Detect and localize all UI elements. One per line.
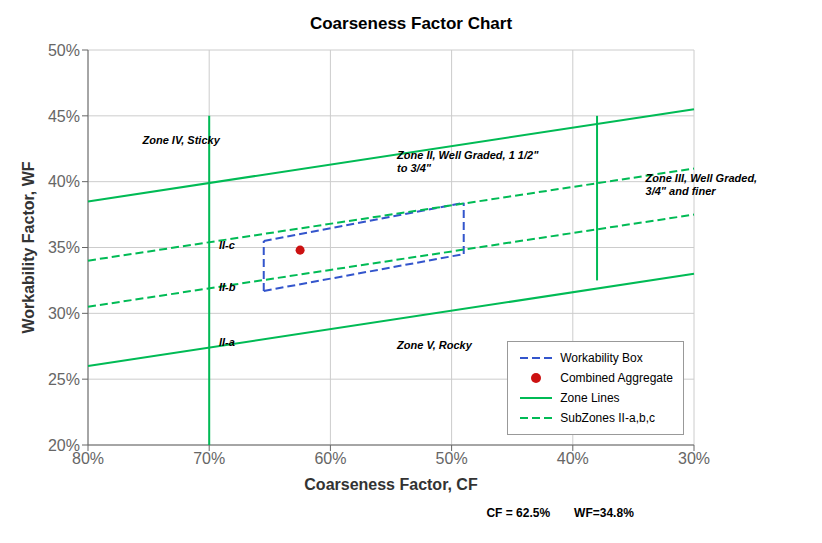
svg-text:Zone III, Well Graded,3/4" and: Zone III, Well Graded,3/4" and finer	[645, 172, 758, 197]
svg-text:Coarseness Factor, CF: Coarseness Factor, CF	[304, 476, 478, 493]
svg-text:30%: 30%	[678, 450, 710, 467]
html-text:Zone Lines: Zone Lines	[560, 391, 620, 405]
svg-text:50%: 50%	[436, 450, 468, 467]
svg-text:50%: 50%	[48, 42, 80, 59]
svg-text:35%: 35%	[48, 239, 80, 256]
html-text:CF = 62.5%: CF = 62.5%	[486, 506, 551, 520]
html-text:WF=34.8%: WF=34.8%	[574, 506, 634, 520]
svg-text:80%: 80%	[72, 450, 104, 468]
svg-text:Zone IV, Sticky: Zone IV, Sticky	[142, 134, 221, 146]
svg-text:Workability Factor, WF: Workability Factor, WF	[20, 161, 37, 333]
html-text:Workability Box: Workability Box	[560, 351, 643, 365]
svg-text:40%: 40%	[557, 450, 589, 467]
svg-text:70%: 70%	[193, 450, 225, 467]
svg-text:II-b: II-b	[219, 281, 236, 293]
svg-text:20%: 20%	[48, 437, 80, 454]
svg-text:II-c: II-c	[219, 239, 235, 251]
svg-text:II-a: II-a	[219, 336, 235, 348]
svg-text:40%: 40%	[48, 173, 80, 190]
svg-text:45%: 45%	[48, 108, 80, 125]
html-text:SubZones II-a,b,c: SubZones II-a,b,c	[560, 411, 655, 425]
html-text:Coarseness Factor Chart: Coarseness Factor Chart	[309, 14, 513, 33]
svg-text:25%: 25%	[48, 371, 80, 388]
svg-text:Zone V, Rocky: Zone V, Rocky	[396, 339, 473, 351]
svg-text:Zone II, Well Graded, 1 1/2"to: Zone II, Well Graded, 1 1/2"to 3/4"	[396, 149, 539, 174]
svg-text:30%: 30%	[48, 305, 80, 322]
svg-text:60%: 60%	[314, 450, 346, 467]
html-text:Combined Aggregate: Combined Aggregate	[560, 371, 673, 385]
